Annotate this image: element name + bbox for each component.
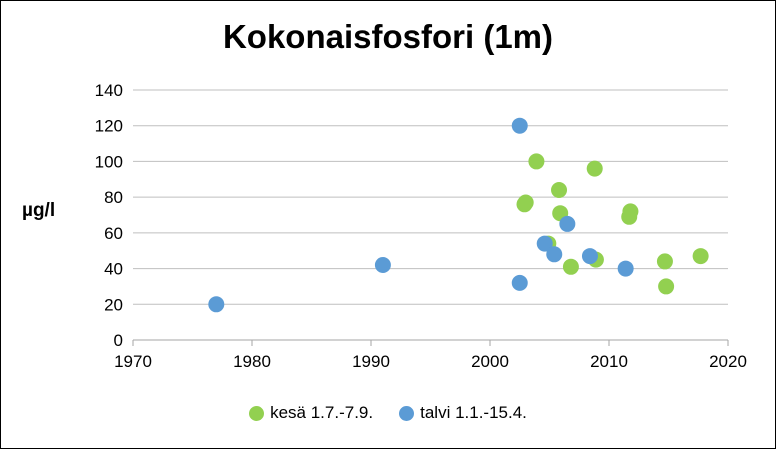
data-point-series1-7	[581, 248, 598, 265]
data-point-series1-3	[511, 274, 528, 291]
y-axis-label: µg/l	[22, 200, 56, 221]
x-tick-label-2000: 2000	[471, 352, 509, 371]
data-point-series0-10	[622, 203, 639, 220]
data-point-series0-1	[517, 194, 534, 211]
chart-title: Kokonaisfosfori (1m)	[222, 18, 554, 55]
legend-label-talvi: talvi 1.1.-15.4.	[420, 403, 527, 422]
data-point-series0-6	[562, 258, 579, 275]
legend-marker-kesa	[249, 405, 265, 421]
data-point-series0-7	[586, 160, 603, 177]
legend-item-talvi: talvi 1.1.-15.4.	[399, 403, 527, 423]
y-tick-label-60: 60	[104, 224, 123, 243]
data-point-series0-2	[528, 153, 545, 170]
y-tick-label-100: 100	[95, 152, 123, 171]
legend-label-kesa: kesä 1.7.-7.9.	[270, 403, 374, 422]
data-point-series1-1	[374, 257, 391, 273]
legend-item-kesa: kesä 1.7.-7.9.	[249, 403, 373, 423]
y-tick-label-80: 80	[104, 188, 123, 207]
data-point-series1-0	[208, 296, 225, 313]
data-point-series0-4	[551, 182, 568, 198]
data-point-series0-11	[656, 253, 673, 270]
data-point-series0-13	[692, 248, 709, 265]
data-point-series0-12	[658, 278, 675, 295]
y-tick-label-20: 20	[104, 295, 123, 314]
x-tick-label-2020: 2020	[709, 352, 747, 371]
y-tick-label-120: 120	[95, 117, 123, 136]
x-tick-label-1980: 1980	[233, 352, 271, 371]
legend: kesä 1.7.-7.9. talvi 1.1.-15.4.	[0, 403, 776, 423]
data-point-series1-2	[511, 117, 528, 134]
legend-marker-talvi	[399, 405, 415, 421]
data-point-series1-6	[559, 215, 576, 232]
y-tick-label-40: 40	[104, 260, 123, 279]
data-point-series1-4	[536, 235, 553, 252]
data-point-series1-8	[617, 260, 634, 277]
x-tick-label-1990: 1990	[352, 352, 390, 371]
y-tick-label-140: 140	[95, 81, 123, 100]
x-tick-label-2010: 2010	[590, 352, 628, 371]
x-tick-label-1970: 1970	[114, 352, 152, 371]
data-point-series1-5	[546, 246, 563, 263]
y-tick-label-0: 0	[114, 331, 123, 350]
